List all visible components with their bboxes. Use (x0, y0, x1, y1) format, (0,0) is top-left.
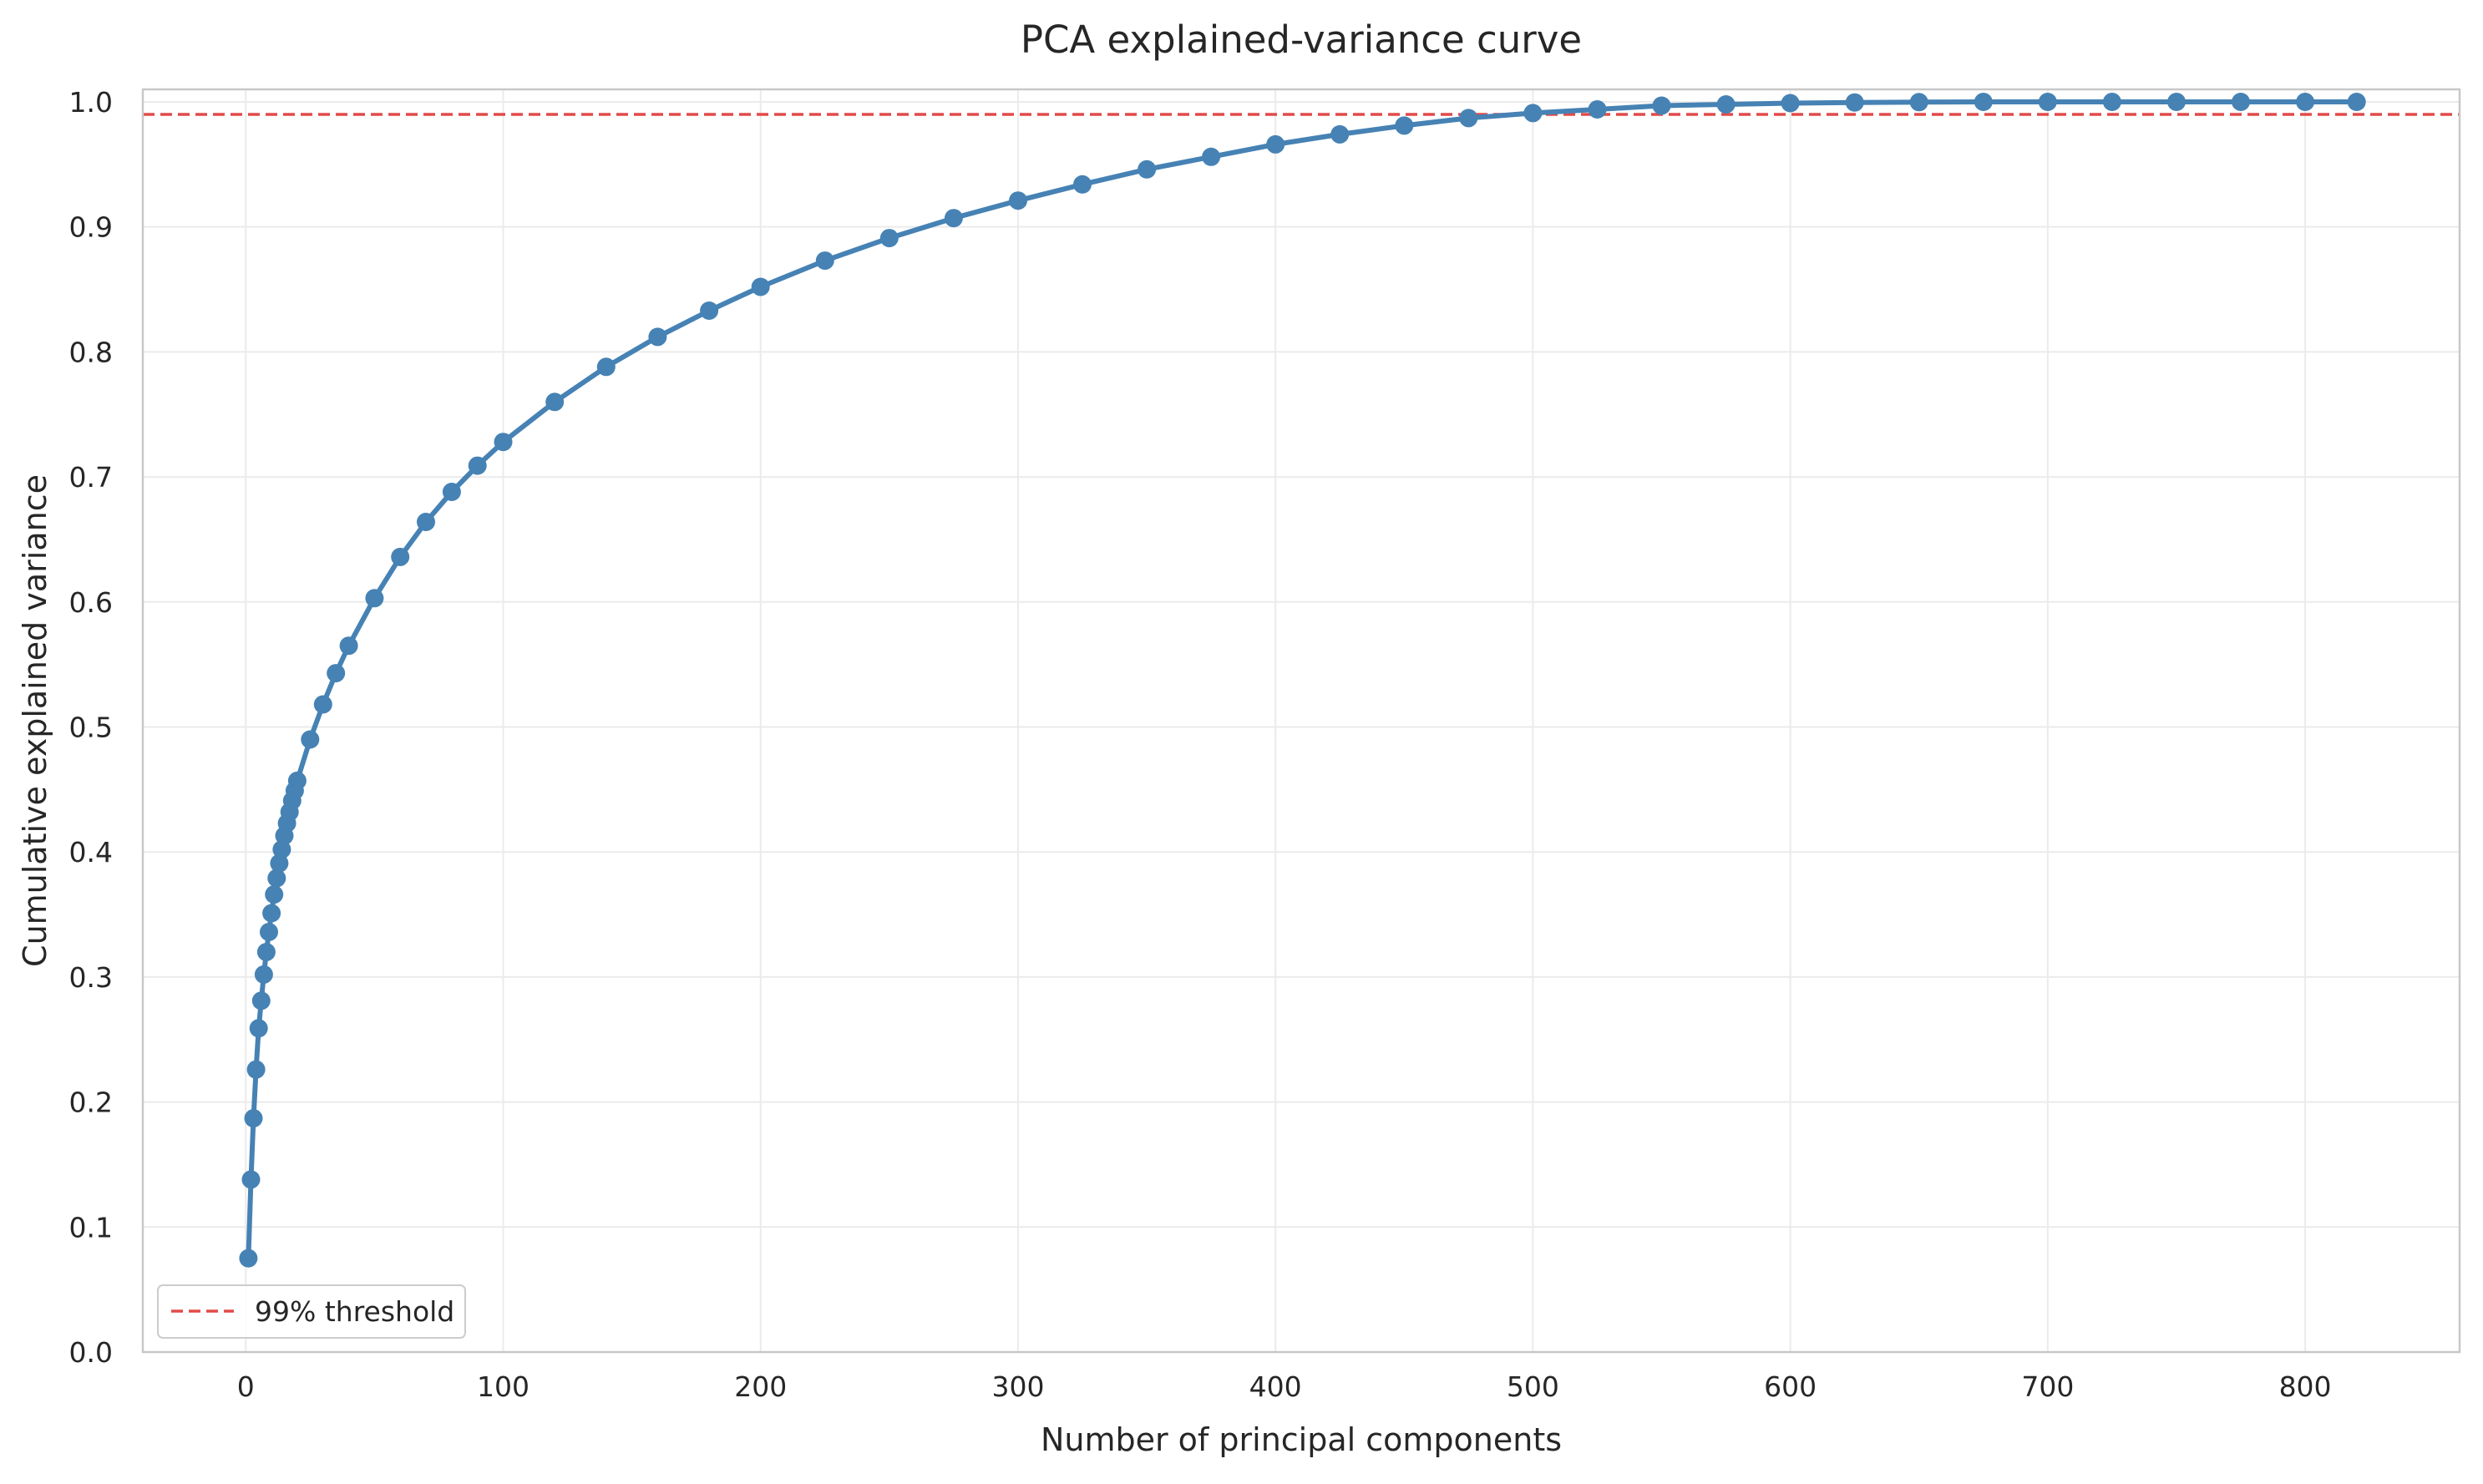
data-point (944, 209, 963, 228)
data-point (365, 589, 384, 608)
data-point (272, 840, 291, 859)
data-point (1781, 94, 1800, 113)
data-point (391, 547, 410, 566)
data-point (1909, 93, 1928, 112)
data-point (301, 730, 320, 749)
data-point (1266, 134, 1285, 154)
x-tick-label: 500 (1507, 1370, 1559, 1403)
y-axis-label: Cumulative explained variance (17, 474, 53, 967)
y-tick-label: 0.9 (69, 211, 113, 244)
data-point (1588, 100, 1607, 119)
x-tick-label: 400 (1249, 1370, 1302, 1403)
data-point (1395, 116, 1414, 135)
plot-area (143, 89, 2460, 1352)
legend-box (157, 1284, 466, 1339)
y-tick-label: 0.6 (69, 586, 113, 619)
data-point (256, 943, 276, 961)
data-points (239, 93, 2366, 1268)
data-point (249, 1019, 268, 1038)
data-point (2296, 93, 2315, 111)
data-point (1652, 96, 1671, 115)
y-tick-label: 0.7 (69, 461, 113, 494)
data-point (241, 1170, 261, 1189)
data-point (751, 277, 770, 296)
data-point (2038, 93, 2057, 111)
data-point (700, 301, 719, 320)
x-axis-label: Number of principal components (1041, 1421, 1562, 1458)
data-point (1523, 104, 1543, 123)
data-point (648, 327, 667, 347)
data-point (468, 456, 487, 475)
y-tick-label: 0.5 (69, 711, 113, 743)
data-point (815, 251, 834, 271)
y-tick-label: 0.1 (69, 1211, 113, 1243)
data-point (260, 923, 278, 941)
legend: 99% threshold (157, 1284, 466, 1339)
chart-title: PCA explained-variance curve (1021, 18, 1582, 62)
data-point (545, 393, 565, 412)
data-point (244, 1109, 263, 1128)
data-point (417, 513, 435, 531)
data-point (1716, 95, 1736, 114)
data-point (265, 885, 284, 904)
data-point (2347, 93, 2366, 111)
x-tick-label: 700 (2021, 1370, 2074, 1403)
data-point (246, 1060, 266, 1079)
data-point (2167, 93, 2186, 111)
data-point (287, 771, 307, 790)
y-axis-ticks: 0.0 0.1 0.2 0.3 0.4 0.5 0.6 0.7 0.8 0.9 1.0 (69, 86, 113, 1369)
data-point (262, 904, 281, 923)
y-tick-label: 0.0 (69, 1336, 113, 1369)
y-tick-label: 0.3 (69, 961, 113, 994)
data-point (239, 1248, 258, 1268)
data-point (1009, 191, 1027, 210)
data-point (267, 869, 286, 888)
data-point (327, 664, 346, 683)
data-point (270, 853, 289, 873)
data-point (494, 433, 513, 452)
data-point (1138, 160, 1157, 179)
y-tick-label: 0.8 (69, 336, 113, 368)
data-point (1974, 93, 1993, 111)
data-point (1845, 93, 1864, 112)
x-tick-label: 600 (1764, 1370, 1817, 1403)
x-tick-label: 100 (477, 1370, 530, 1403)
y-tick-label: 0.4 (69, 836, 113, 869)
data-point (254, 965, 273, 984)
x-axis-ticks: 0 100 200 300 400 500 600 700 800 (237, 1370, 2332, 1403)
x-tick-label: 800 (2279, 1370, 2332, 1403)
data-point (1202, 147, 1221, 166)
data-point (313, 695, 332, 714)
data-point (1330, 124, 1350, 144)
data-point (1459, 109, 1478, 128)
x-tick-label: 300 (991, 1370, 1044, 1403)
data-point (1073, 175, 1092, 194)
data-point (251, 991, 271, 1010)
y-tick-label: 1.0 (69, 86, 113, 119)
data-point (879, 229, 899, 248)
data-point (2102, 93, 2121, 111)
y-tick-label: 0.2 (69, 1086, 113, 1119)
x-tick-label: 0 (237, 1370, 255, 1403)
data-point (442, 483, 461, 501)
legend-label-threshold: 99% threshold (255, 1295, 454, 1328)
data-point (596, 357, 616, 377)
x-tick-label: 200 (734, 1370, 787, 1403)
data-point (2232, 93, 2250, 111)
plot-frame (141, 88, 2461, 1354)
data-point (339, 636, 358, 656)
